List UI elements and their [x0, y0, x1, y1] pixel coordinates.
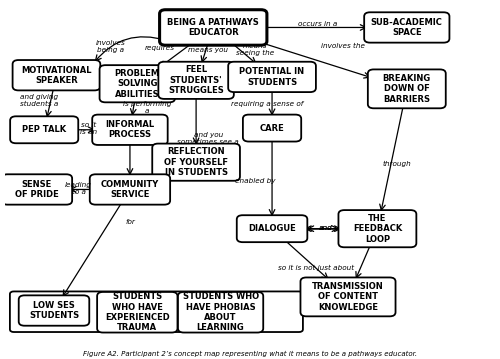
FancyBboxPatch shape — [10, 292, 303, 332]
Text: PROBLEM
SOLVING
ABILITIES: PROBLEM SOLVING ABILITIES — [114, 69, 160, 99]
FancyBboxPatch shape — [178, 292, 263, 332]
Text: involves
being a: involves being a — [96, 40, 125, 53]
Text: and you
sometimes see a: and you sometimes see a — [178, 132, 239, 145]
FancyBboxPatch shape — [92, 115, 168, 145]
FancyBboxPatch shape — [338, 210, 416, 247]
FancyBboxPatch shape — [2, 174, 72, 205]
FancyBboxPatch shape — [243, 115, 301, 141]
Text: SENSE
OF PRIDE: SENSE OF PRIDE — [15, 180, 59, 199]
Text: DIALOGUE: DIALOGUE — [248, 224, 296, 233]
Text: POTENTIAL IN
STUDENTS: POTENTIAL IN STUDENTS — [240, 67, 304, 87]
Text: so it
is an: so it is an — [80, 122, 97, 135]
Text: Figure A2. Participant 2’s concept map representing what it means to be a pathwa: Figure A2. Participant 2’s concept map r… — [83, 351, 417, 357]
Text: through: through — [382, 161, 412, 167]
Text: PEP TALK: PEP TALK — [22, 125, 66, 134]
FancyBboxPatch shape — [228, 62, 316, 92]
Text: requiring a sense of: requiring a sense of — [231, 101, 304, 107]
FancyBboxPatch shape — [90, 174, 170, 205]
Text: TRANSMISSION
OF CONTENT
KNOWLEDGE: TRANSMISSION OF CONTENT KNOWLEDGE — [312, 282, 384, 312]
Text: CARE: CARE — [260, 123, 284, 132]
Text: INFORMAL
PROCESS: INFORMAL PROCESS — [106, 120, 154, 140]
Text: for: for — [125, 219, 135, 225]
Text: COMMUNITY
SERVICE: COMMUNITY SERVICE — [101, 180, 159, 199]
Text: involves the: involves the — [321, 43, 365, 49]
Text: SUB-ACADEMIC
SPACE: SUB-ACADEMIC SPACE — [371, 18, 442, 37]
Text: BREAKING
DOWN OF
BARRIERS: BREAKING DOWN OF BARRIERS — [382, 74, 431, 104]
FancyBboxPatch shape — [300, 278, 396, 316]
FancyBboxPatch shape — [97, 292, 178, 332]
FancyBboxPatch shape — [12, 60, 101, 90]
Text: and: and — [319, 225, 333, 231]
Text: STUDENTS
WHO HAVE
EXPERIENCED
TRAUMA: STUDENTS WHO HAVE EXPERIENCED TRAUMA — [105, 292, 170, 332]
Text: enabled by: enabled by — [234, 178, 275, 184]
Text: occurs in a: occurs in a — [298, 21, 338, 27]
Text: MOTIVATIONAL
SPEAKER: MOTIVATIONAL SPEAKER — [21, 65, 92, 85]
Text: FEEL
STUDENTS'
STRUGGLES: FEEL STUDENTS' STRUGGLES — [168, 65, 224, 95]
Text: is performing
a: is performing a — [123, 101, 172, 114]
FancyBboxPatch shape — [237, 215, 308, 242]
FancyBboxPatch shape — [160, 10, 267, 45]
Text: and: and — [319, 225, 333, 231]
Text: requires: requires — [144, 45, 174, 51]
Text: STUDENTS WHO
HAVE PHOBIAS
ABOUT
LEARNING: STUDENTS WHO HAVE PHOBIAS ABOUT LEARNING — [182, 292, 258, 332]
FancyBboxPatch shape — [364, 12, 450, 43]
FancyBboxPatch shape — [100, 65, 175, 102]
FancyBboxPatch shape — [10, 116, 78, 143]
Text: THE
FEEDBACK
LOOP: THE FEEDBACK LOOP — [353, 214, 402, 244]
FancyBboxPatch shape — [368, 69, 446, 108]
Text: so it is not just about: so it is not just about — [278, 265, 354, 271]
Text: LOW SES
STUDENTS: LOW SES STUDENTS — [29, 301, 79, 320]
Text: means you: means you — [188, 47, 228, 53]
Text: and giving
students a: and giving students a — [20, 94, 59, 107]
Text: means
seeing the: means seeing the — [236, 43, 274, 56]
FancyBboxPatch shape — [152, 144, 240, 181]
FancyBboxPatch shape — [18, 295, 90, 326]
Text: BEING A PATHWAYS
EDUCATOR: BEING A PATHWAYS EDUCATOR — [168, 18, 259, 37]
Text: REFLECTION
OF YOURSELF
IN STUDENTS: REFLECTION OF YOURSELF IN STUDENTS — [164, 147, 228, 177]
FancyBboxPatch shape — [158, 62, 234, 99]
Text: leading
to a: leading to a — [65, 182, 92, 195]
